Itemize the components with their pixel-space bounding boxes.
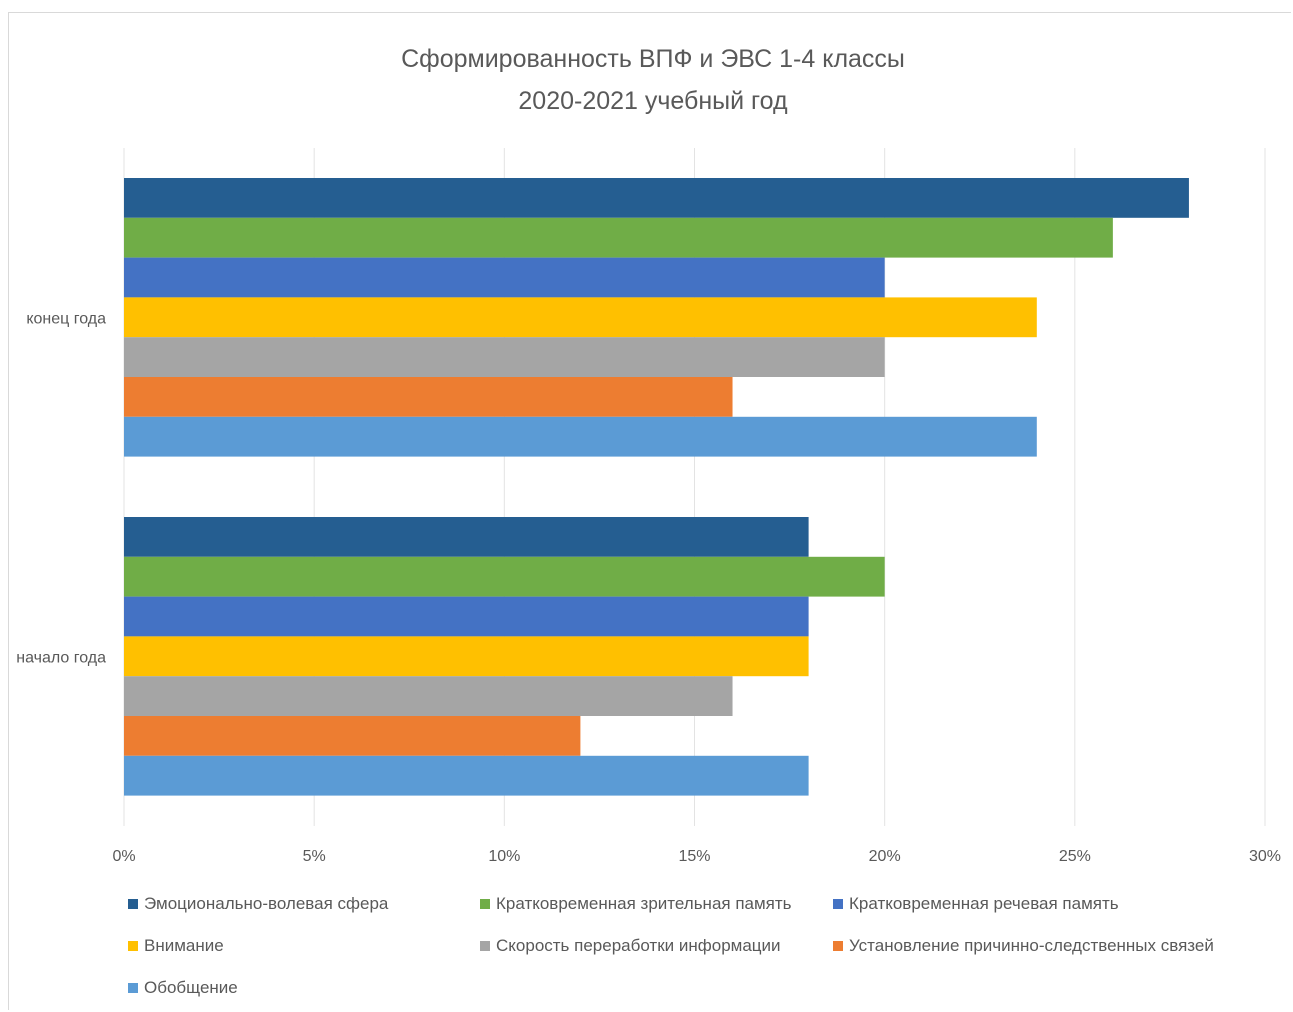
x-tick-label: 0% [112, 848, 135, 865]
bar [124, 297, 1037, 338]
bar [124, 416, 1037, 457]
bar [124, 217, 1113, 258]
chart-subtitle: 2020-2021 учебный год [518, 87, 788, 115]
legend-label: Обобщение [144, 978, 238, 997]
legend-item: Скорость переработки информации [480, 936, 781, 956]
bar [124, 377, 733, 417]
x-tick-label: 30% [1249, 848, 1281, 865]
category-label: конец года [26, 310, 106, 327]
legend-label: Установление причинно-следственных связе… [849, 936, 1214, 955]
legend-item: Внимание [128, 936, 224, 956]
legend-label: Скорость переработки информации [496, 936, 781, 955]
legend-swatch [128, 983, 138, 993]
bar [124, 716, 581, 756]
bar [124, 178, 1189, 218]
legend-swatch [833, 899, 843, 909]
category-label: начало года [16, 649, 106, 666]
chart-frame [8, 12, 1291, 1010]
x-tick-label: 20% [869, 848, 901, 865]
chart-title-block: Сформированность ВПФ и ЭВС 1-4 классы 20… [0, 38, 1293, 122]
bar [124, 596, 809, 637]
bar [124, 556, 885, 597]
x-axis-ticks: 0% 5% 10% 15% 20% 25% 30% [112, 848, 1281, 865]
legend-swatch [480, 941, 490, 951]
bar [124, 755, 809, 796]
y-axis-categories: конец года начало года [16, 310, 106, 666]
legend-swatch [128, 941, 138, 951]
legend-label: Эмоционально-волевая сфера [144, 894, 389, 913]
legend-item: Установление причинно-следственных связе… [833, 936, 1214, 956]
chart-title: Сформированность ВПФ и ЭВС 1-4 классы [401, 45, 905, 73]
bar [124, 257, 885, 298]
bar [124, 676, 733, 716]
legend-swatch [833, 941, 843, 951]
x-tick-label: 5% [303, 848, 326, 865]
legend-item: Кратковременная речевая память [833, 894, 1119, 914]
legend-swatch [128, 899, 138, 909]
x-tick-label: 25% [1059, 848, 1091, 865]
bar [124, 337, 885, 377]
legend-label: Кратковременная речевая память [849, 894, 1119, 913]
bar [124, 517, 809, 557]
x-tick-label: 15% [678, 848, 710, 865]
bars [124, 178, 1189, 796]
x-tick-label: 10% [488, 848, 520, 865]
legend-label: Внимание [144, 936, 224, 955]
legend-item: Эмоционально-волевая сфера [128, 894, 388, 914]
legend-item: Обобщение [128, 978, 238, 998]
legend-item: Кратковременная зрительная память [480, 894, 792, 914]
legend-label: Кратковременная зрительная память [496, 894, 792, 913]
bar [124, 636, 809, 677]
legend-swatch [480, 899, 490, 909]
